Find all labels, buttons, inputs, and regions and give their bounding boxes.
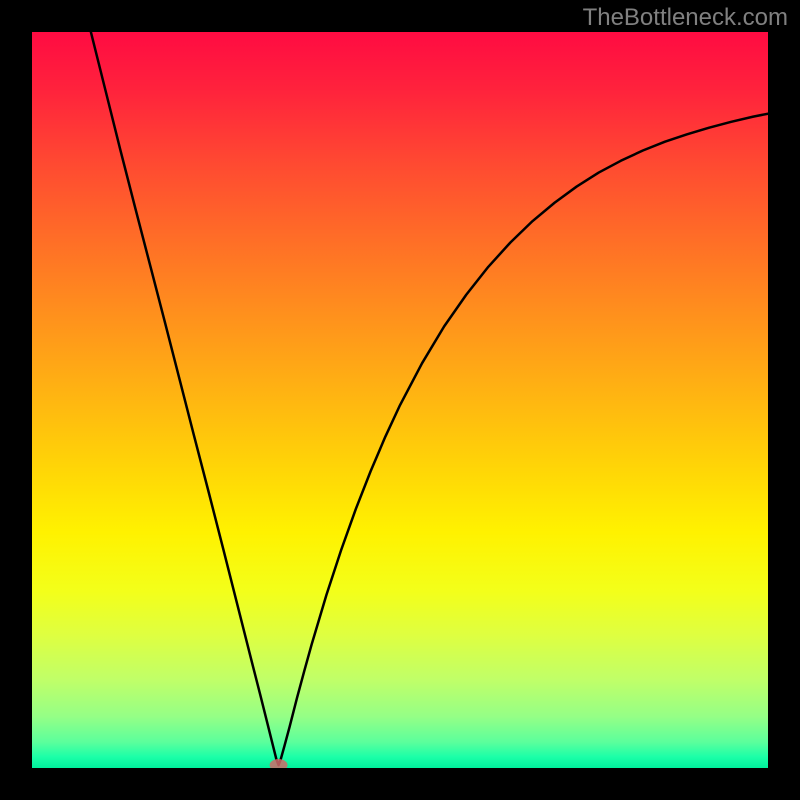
- chart-container: TheBottleneck.com: [0, 0, 800, 800]
- watermark-label: TheBottleneck.com: [583, 4, 788, 32]
- bottleneck-chart: [0, 0, 800, 800]
- plot-background-gradient: [32, 32, 768, 768]
